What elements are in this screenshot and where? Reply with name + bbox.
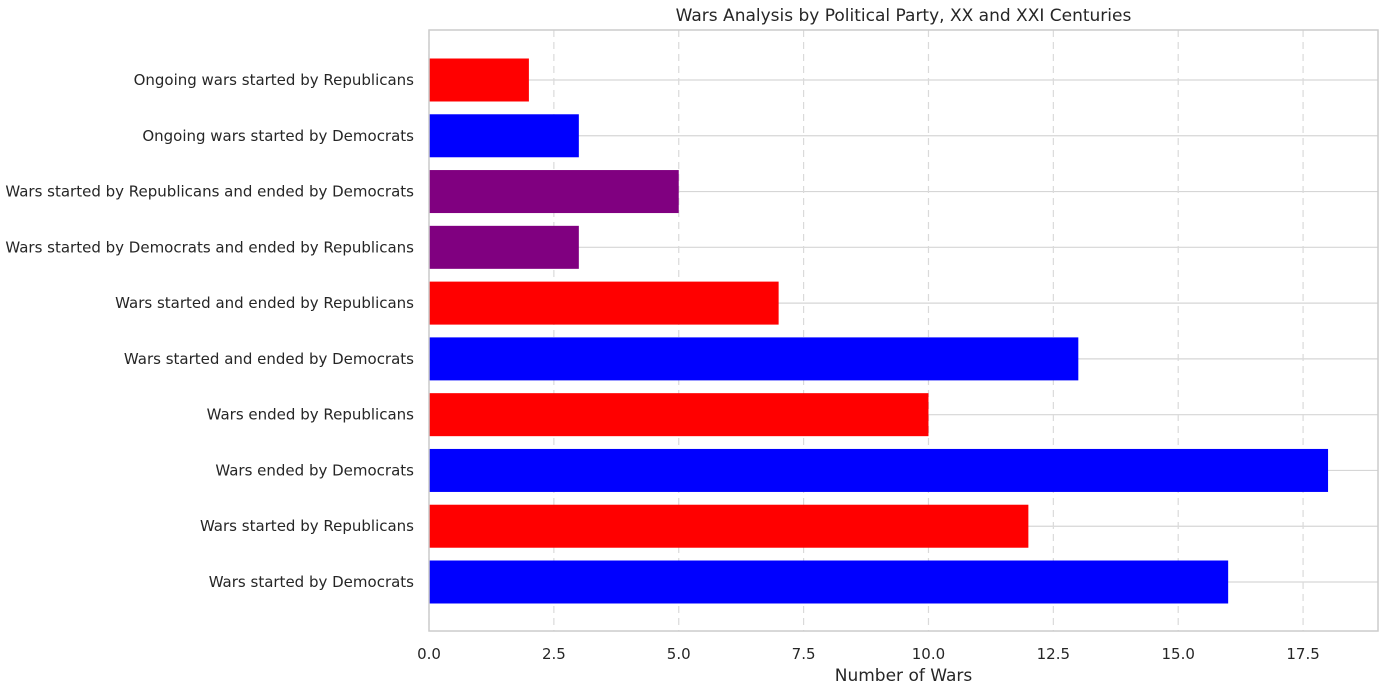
plot-border xyxy=(428,29,1379,632)
chart-title: Wars Analysis by Political Party, XX and… xyxy=(676,6,1132,26)
category-label: Ongoing wars started by Democrats xyxy=(142,127,414,145)
bar xyxy=(429,114,579,158)
category-label: Wars started by Democrats and ended by R… xyxy=(5,238,414,256)
category-label: Wars started by Democrats xyxy=(209,573,414,591)
x-tick-label: 15.0 xyxy=(1162,645,1195,663)
x-tick-label: 0.0 xyxy=(417,645,441,663)
category-label: Wars ended by Republicans xyxy=(207,406,415,424)
category-label: Wars started and ended by Republicans xyxy=(115,294,414,312)
bar xyxy=(429,448,1329,492)
category-label: Wars started by Republicans and ended by… xyxy=(5,183,414,201)
x-tick-label: 2.5 xyxy=(542,645,566,663)
bar xyxy=(429,393,929,437)
category-label: Ongoing wars started by Republicans xyxy=(134,71,415,89)
x-tick-label: 17.5 xyxy=(1286,645,1319,663)
bars xyxy=(429,58,1329,604)
bar xyxy=(429,281,779,325)
x-tick-label: 12.5 xyxy=(1037,645,1070,663)
category-label: Wars started by Republicans xyxy=(200,517,414,535)
x-axis-label: Number of Wars xyxy=(835,666,973,686)
category-label: Wars ended by Democrats xyxy=(215,461,414,479)
bar xyxy=(429,504,1029,548)
bar xyxy=(429,58,529,102)
bar xyxy=(429,225,579,269)
plot-frame xyxy=(428,29,1379,632)
bar xyxy=(429,560,1229,604)
bar xyxy=(429,337,1079,381)
category-labels: Ongoing wars started by Republicans Ongoi… xyxy=(5,71,414,591)
x-tick-label: 7.5 xyxy=(792,645,816,663)
category-label: Wars started and ended by Democrats xyxy=(124,350,414,368)
x-tick-label: 10.0 xyxy=(912,645,945,663)
x-tick-labels: 0.0 2.5 5.0 7.5 10.0 12.5 15.0 17.5 xyxy=(417,645,1320,663)
x-tick-label: 5.0 xyxy=(667,645,691,663)
bar xyxy=(429,170,679,214)
